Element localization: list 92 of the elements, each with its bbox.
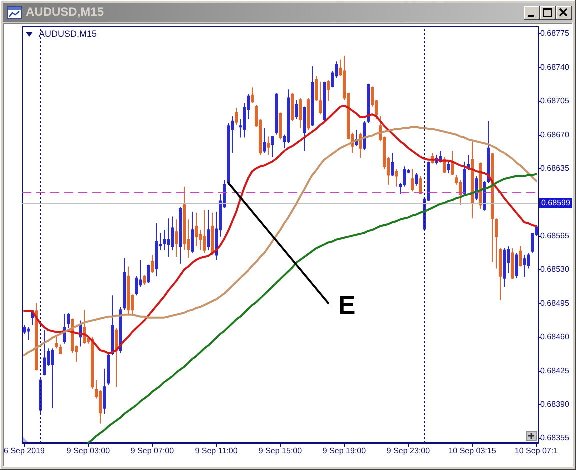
candlestick xyxy=(175,219,178,258)
candlestick xyxy=(123,258,126,311)
y-tick-label: 0.68355 xyxy=(540,434,570,443)
candlestick xyxy=(263,128,266,154)
candlestick xyxy=(327,79,330,102)
candlestick xyxy=(363,120,366,151)
candlestick xyxy=(287,89,290,144)
x-tick-label: 9 Sep 19:00 xyxy=(322,446,367,456)
y-tick-label: 0.68670 xyxy=(540,130,570,140)
candlestick xyxy=(43,330,46,376)
candlestick xyxy=(267,136,270,156)
candlestick xyxy=(515,252,518,279)
candlestick xyxy=(51,348,54,409)
candlestick xyxy=(395,169,398,188)
candlestick xyxy=(111,295,114,356)
x-tick-label: 9 Sep 07:00 xyxy=(130,446,175,456)
candlestick xyxy=(299,98,302,129)
candlestick xyxy=(251,87,254,104)
candlestick xyxy=(103,368,106,415)
candlestick xyxy=(323,81,326,122)
x-tick-label: 9 Sep 03:00 xyxy=(66,446,111,456)
annotation: E xyxy=(338,290,356,320)
candlestick xyxy=(523,254,526,278)
candlestick xyxy=(487,120,490,184)
candlestick xyxy=(235,107,238,126)
candlestick xyxy=(303,106,306,152)
line-series xyxy=(88,173,538,444)
candlestick xyxy=(451,150,454,176)
candlestick xyxy=(315,76,318,102)
candlestick xyxy=(115,328,118,388)
candlestick xyxy=(143,274,146,286)
candlestick xyxy=(275,92,278,136)
y-tick-label: 0.68775 xyxy=(540,29,570,38)
x-tick-label: 9 Sep 15:00 xyxy=(258,446,303,456)
y-tick-label: 0.68635 xyxy=(540,164,570,174)
candlestick xyxy=(459,180,462,206)
y-tick-label: 0.68705 xyxy=(540,96,570,106)
candlestick xyxy=(203,209,206,254)
candlestick xyxy=(271,136,274,158)
y-tick-label: 0.68565 xyxy=(540,231,570,240)
candlestick xyxy=(27,326,30,340)
candlestick xyxy=(195,212,198,248)
x-tick-label: 9 Sep 11:00 xyxy=(195,446,238,456)
candlestick xyxy=(367,83,370,124)
candlestick xyxy=(503,248,506,288)
chart-title: AUDUSD,M15 xyxy=(26,5,104,20)
chart-subtitle: AUDUSD,M15 xyxy=(39,29,98,39)
y-tick-label: 0.68460 xyxy=(540,332,570,342)
candlestick xyxy=(211,212,214,256)
candlestick xyxy=(311,66,314,127)
candlestick xyxy=(167,218,170,258)
y-tick-label: 0.68425 xyxy=(540,366,570,376)
candlestick xyxy=(147,264,150,284)
candlestick xyxy=(499,248,502,301)
candlestick xyxy=(319,81,322,116)
candlestick xyxy=(307,98,310,131)
candlestick xyxy=(415,172,418,186)
y-tick-label: 0.68740 xyxy=(540,62,570,72)
candlestick xyxy=(151,254,154,274)
candlestick xyxy=(511,248,514,280)
candlestick xyxy=(191,211,194,254)
candlestick xyxy=(279,112,282,140)
x-tick-label: 10 Sep 07:1 xyxy=(514,446,559,456)
candlestick xyxy=(463,161,466,196)
candlestick xyxy=(291,92,294,122)
candlestick xyxy=(35,302,38,372)
line-series xyxy=(228,182,330,304)
candlestick xyxy=(67,312,70,329)
candlestick xyxy=(107,352,110,386)
candlestick xyxy=(127,266,130,314)
candlestick xyxy=(59,344,62,355)
candlestick xyxy=(471,141,474,220)
ref-line-label: 0.68599 xyxy=(542,198,571,208)
candlestick xyxy=(419,176,422,196)
candlestick xyxy=(207,209,210,251)
candlestick xyxy=(519,246,522,268)
y-tick-label: 0.68390 xyxy=(540,400,570,409)
y-tick-label: 0.68530 xyxy=(540,265,570,274)
candlestick xyxy=(447,161,450,174)
candlestick xyxy=(55,334,58,350)
candlestick xyxy=(179,206,182,264)
candlestick xyxy=(391,152,394,177)
x-tick-label: 9 Sep 23:00 xyxy=(386,446,431,456)
candlestick xyxy=(295,100,298,120)
x-tick-label: 6 Sep 2019 xyxy=(4,446,46,456)
x-tick-label: 10 Sep 03:15 xyxy=(448,446,497,456)
y-tick-label: 0.68495 xyxy=(540,298,570,308)
candlestick xyxy=(495,218,498,270)
candlestick xyxy=(155,222,158,277)
candlestick xyxy=(411,169,414,192)
candlestick xyxy=(91,336,94,390)
candlestick xyxy=(83,310,86,344)
